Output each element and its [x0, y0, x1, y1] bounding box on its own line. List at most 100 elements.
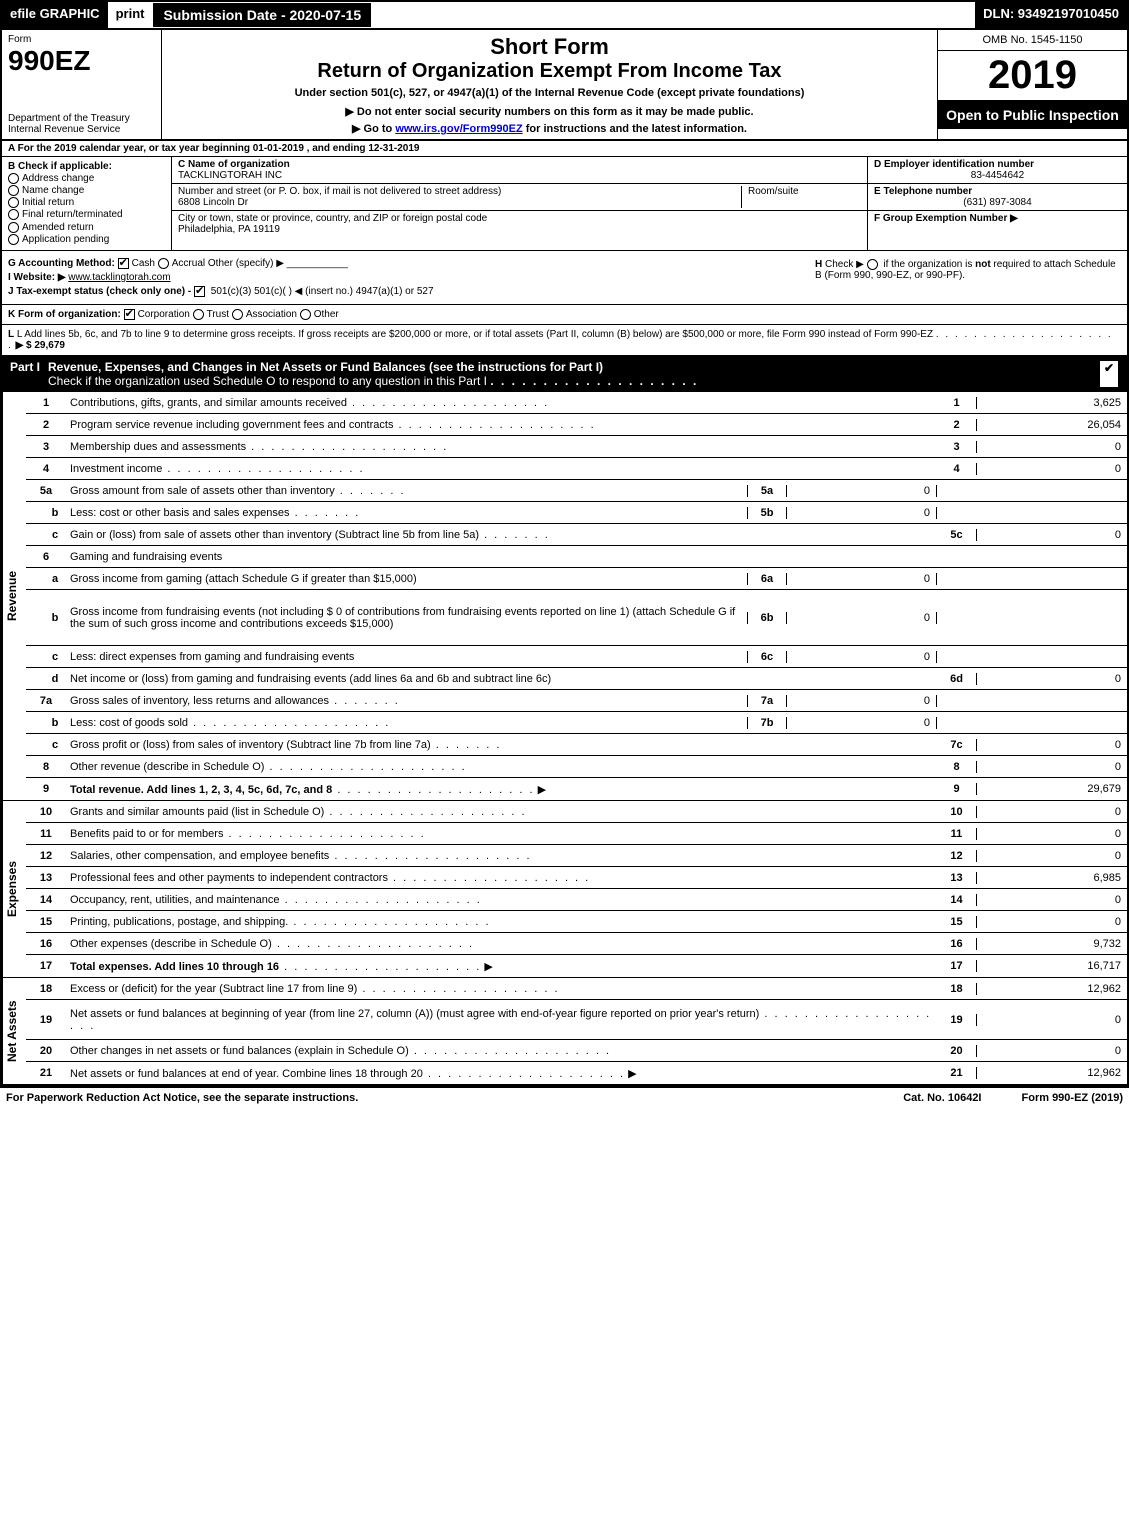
e-label: E Telephone number: [874, 186, 972, 197]
omb-number: OMB No. 1545-1150: [938, 30, 1127, 51]
title-short-form: Short Form: [166, 34, 933, 60]
phone-value: (631) 897-3084: [874, 197, 1121, 208]
row-11: 11Benefits paid to or for members110: [26, 823, 1127, 845]
part1-checknote: Check if the organization used Schedule …: [48, 374, 487, 388]
c-label: C Name of organization: [178, 159, 290, 170]
line-l: L L Add lines 5b, 6c, and 7b to line 9 t…: [2, 325, 1127, 356]
header-center: Short Form Return of Organization Exempt…: [162, 30, 937, 139]
chk-final-return[interactable]: Final return/terminated: [8, 209, 165, 220]
row-3: 3Membership dues and assessments30: [26, 436, 1127, 458]
footer-left: For Paperwork Reduction Act Notice, see …: [6, 1092, 863, 1104]
spacer: [372, 2, 975, 28]
subtitle: Under section 501(c), 527, or 4947(a)(1)…: [166, 87, 933, 99]
g-accrual[interactable]: Accrual: [158, 258, 205, 269]
line-k: K Form of organization: Corporation Trus…: [2, 305, 1127, 325]
part1-label: Part I: [10, 360, 48, 388]
part1-header: Part I Revenue, Expenses, and Changes in…: [2, 356, 1127, 392]
org-address: 6808 Lincoln Dr: [178, 197, 248, 208]
h-checkbox[interactable]: [867, 259, 878, 270]
netassets-block: Net Assets 18Excess or (deficit) for the…: [2, 978, 1127, 1086]
top-bar: efile GRAPHIC print Submission Date - 20…: [2, 2, 1127, 30]
section-def: D Employer identification number 83-4454…: [867, 157, 1127, 250]
row-19: 19Net assets or fund balances at beginni…: [26, 1000, 1127, 1040]
chk-name-change[interactable]: Name change: [8, 185, 165, 196]
chk-amended-return[interactable]: Amended return: [8, 222, 165, 233]
row-1: 1Contributions, gifts, grants, and simil…: [26, 392, 1127, 414]
row-20: 20Other changes in net assets or fund ba…: [26, 1040, 1127, 1062]
irs-label: Internal Revenue Service: [8, 124, 155, 135]
g-other[interactable]: Other (specify) ▶ ___________: [208, 258, 348, 269]
header-left: Form 990EZ Department of the Treasury In…: [2, 30, 162, 139]
efile-label: efile GRAPHIC: [2, 2, 108, 28]
row-17: 17Total expenses. Add lines 10 through 1…: [26, 955, 1127, 977]
row-12: 12Salaries, other compensation, and empl…: [26, 845, 1127, 867]
line-h: H Check ▶ if the organization is not req…: [811, 255, 1121, 300]
room-suite: Room/suite: [741, 186, 861, 208]
line-j: J Tax-exempt status (check only one) - 5…: [8, 286, 811, 297]
row-15: 15Printing, publications, postage, and s…: [26, 911, 1127, 933]
row-18: 18Excess or (deficit) for the year (Subt…: [26, 978, 1127, 1000]
row-7c: cGross profit or (loss) from sales of in…: [26, 734, 1127, 756]
row-8: 8Other revenue (describe in Schedule O)8…: [26, 756, 1127, 778]
goto-suffix: for instructions and the latest informat…: [526, 123, 747, 135]
f-label: F Group Exemption Number ▶: [874, 213, 1018, 224]
dln-label: DLN: 93492197010450: [975, 2, 1127, 28]
k-other[interactable]: Other: [300, 309, 339, 320]
footer-center: Cat. No. 10642I: [863, 1092, 1021, 1104]
row-9: 9Total revenue. Add lines 1, 2, 3, 4, 5c…: [26, 778, 1127, 800]
row-21: 21Net assets or fund balances at end of …: [26, 1062, 1127, 1084]
title-return: Return of Organization Exempt From Incom…: [166, 60, 933, 83]
row-6d: dNet income or (loss) from gaming and fu…: [26, 668, 1127, 690]
part1-checkbox[interactable]: ✔: [1099, 360, 1119, 388]
section-c: C Name of organization TACKLINGTORAH INC…: [172, 157, 867, 250]
g-cash[interactable]: Cash: [118, 258, 155, 269]
form-word: Form: [8, 34, 155, 45]
open-public: Open to Public Inspection: [938, 101, 1127, 129]
k-corporation[interactable]: Corporation: [124, 309, 190, 320]
line-a: A For the 2019 calendar year, or tax yea…: [2, 141, 1127, 157]
row-4: 4Investment income40: [26, 458, 1127, 480]
part1-title: Revenue, Expenses, and Changes in Net As…: [48, 360, 603, 374]
expenses-block: Expenses 10Grants and similar amounts pa…: [2, 801, 1127, 978]
row-6a: aGross income from gaming (attach Schedu…: [26, 568, 1127, 590]
chk-initial-return[interactable]: Initial return: [8, 197, 165, 208]
dept-treasury: Department of the Treasury: [8, 113, 155, 124]
side-revenue: Revenue: [2, 392, 26, 800]
page-footer: For Paperwork Reduction Act Notice, see …: [0, 1088, 1129, 1108]
row-6c: cLess: direct expenses from gaming and f…: [26, 646, 1127, 668]
ein-value: 83-4454642: [874, 170, 1121, 181]
row-7b: bLess: cost of goods sold7b0: [26, 712, 1127, 734]
k-association[interactable]: Association: [232, 309, 297, 320]
row-14: 14Occupancy, rent, utilities, and mainte…: [26, 889, 1127, 911]
row-16: 16Other expenses (describe in Schedule O…: [26, 933, 1127, 955]
chk-application-pending[interactable]: Application pending: [8, 234, 165, 245]
header-right: OMB No. 1545-1150 2019 Open to Public In…: [937, 30, 1127, 139]
org-city: Philadelphia, PA 19119: [178, 224, 280, 235]
city-label: City or town, state or province, country…: [178, 213, 487, 224]
row-2: 2Program service revenue including gover…: [26, 414, 1127, 436]
row-7a: 7aGross sales of inventory, less returns…: [26, 690, 1127, 712]
meta-gh: G Accounting Method: Cash Accrual Other …: [2, 251, 1127, 305]
row-6: 6Gaming and fundraising events: [26, 546, 1127, 568]
addr-label: Number and street (or P. O. box, if mail…: [178, 186, 501, 197]
j-501c3[interactable]: [194, 286, 208, 297]
section-b: B Check if applicable: Address change Na…: [2, 157, 172, 250]
line-i: I Website: ▶ www.tacklingtorah.com: [8, 272, 811, 283]
row-5c: cGain or (loss) from sale of assets othe…: [26, 524, 1127, 546]
print-button[interactable]: print: [108, 2, 153, 28]
side-expenses: Expenses: [2, 801, 26, 977]
org-name: TACKLINGTORAH INC: [178, 170, 282, 181]
row-13: 13Professional fees and other payments t…: [26, 867, 1127, 889]
l-amount: ▶ $ 29,679: [16, 340, 65, 351]
irs-link[interactable]: www.irs.gov/Form990EZ: [395, 123, 522, 135]
revenue-block: Revenue 1Contributions, gifts, grants, a…: [2, 392, 1127, 801]
form-container: efile GRAPHIC print Submission Date - 20…: [0, 0, 1129, 1088]
form-header: Form 990EZ Department of the Treasury In…: [2, 30, 1127, 141]
b-label: B Check if applicable:: [8, 161, 112, 172]
website-link[interactable]: www.tacklingtorah.com: [68, 272, 170, 283]
chk-address-change[interactable]: Address change: [8, 173, 165, 184]
line-g: G Accounting Method: Cash Accrual Other …: [8, 258, 811, 269]
footer-right: Form 990-EZ (2019): [1022, 1092, 1124, 1104]
k-trust[interactable]: Trust: [193, 309, 229, 320]
row-6b: bGross income from fundraising events (n…: [26, 590, 1127, 646]
